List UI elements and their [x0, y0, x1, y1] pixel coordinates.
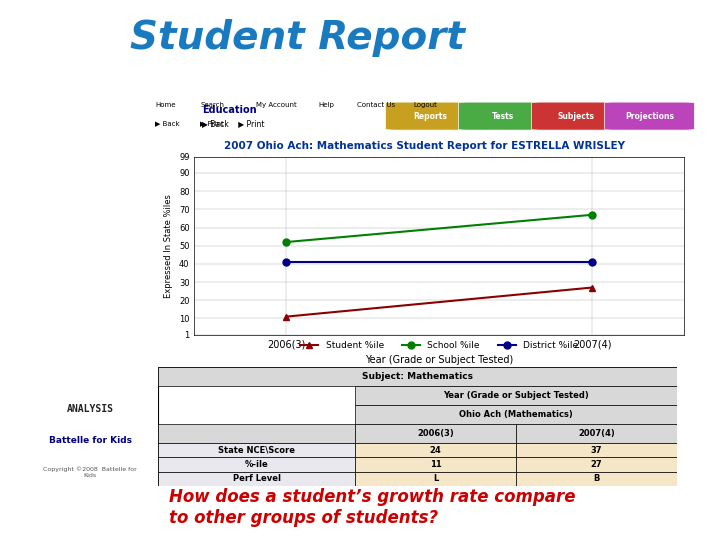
Legend: Student %ile, School %ile, District %ile: Student %ile, School %ile, District %ile: [297, 338, 582, 354]
Text: My Account: My Account: [256, 102, 297, 107]
Line: District %ile: District %ile: [283, 259, 595, 266]
Text: Student Report: Student Report: [130, 19, 464, 57]
Text: 11: 11: [430, 460, 441, 469]
Text: ▶ Print: ▶ Print: [200, 120, 224, 126]
Text: State NCE\Score: State NCE\Score: [218, 446, 295, 455]
Text: Projections: Projections: [625, 112, 674, 120]
Text: 24: 24: [430, 446, 441, 455]
X-axis label: Year (Grade or Subject Tested): Year (Grade or Subject Tested): [365, 355, 513, 365]
FancyBboxPatch shape: [459, 102, 549, 130]
Bar: [158, 367, 677, 386]
District %ile: [588, 259, 597, 265]
Text: Tests: Tests: [492, 112, 515, 120]
Text: Perf Level: Perf Level: [233, 474, 281, 483]
FancyBboxPatch shape: [385, 102, 475, 130]
Text: Help: Help: [318, 102, 334, 107]
Bar: [158, 443, 356, 457]
Text: %-ile: %-ile: [245, 460, 269, 469]
Text: Education: Education: [202, 105, 256, 116]
Line: School %ile: School %ile: [283, 211, 595, 246]
School %ile: [282, 239, 291, 245]
Text: 2006(3): 2006(3): [418, 429, 454, 438]
Bar: [356, 443, 516, 457]
District %ile: [282, 259, 291, 265]
Text: 2007(4): 2007(4): [578, 429, 615, 438]
Text: B: B: [593, 474, 600, 483]
Text: Battelle for Kids: Battelle for Kids: [48, 436, 132, 445]
Text: 27: 27: [590, 460, 602, 469]
Text: Copyright ©2008  Battelle for
Kids: Copyright ©2008 Battelle for Kids: [43, 466, 137, 478]
Bar: [356, 472, 516, 486]
Text: Value-Added: Value-Added: [10, 267, 19, 327]
Text: Home: Home: [156, 102, 176, 107]
Text: ANALYSIS: ANALYSIS: [66, 404, 114, 414]
Bar: [516, 443, 677, 457]
Text: Subjects: Subjects: [558, 112, 595, 120]
Bar: [356, 424, 516, 443]
Bar: [356, 386, 677, 405]
Text: How does a student’s growth rate compare
to other groups of students?: How does a student’s growth rate compare…: [168, 488, 575, 527]
FancyBboxPatch shape: [605, 102, 694, 130]
Text: Contact Us: Contact Us: [357, 102, 395, 107]
Text: Subject: Mathematics: Subject: Mathematics: [362, 372, 473, 381]
Bar: [158, 472, 356, 486]
Bar: [158, 457, 356, 472]
Y-axis label: Expressed In State %iles: Expressed In State %iles: [164, 194, 174, 298]
Bar: [516, 472, 677, 486]
Bar: [516, 457, 677, 472]
Line: Student %ile: Student %ile: [283, 284, 595, 320]
School %ile: [588, 212, 597, 218]
Student %ile: [588, 284, 597, 291]
Text: Search: Search: [200, 102, 224, 107]
Text: ▶ Back: ▶ Back: [156, 120, 180, 126]
Text: ▶ Back    ▶ Print: ▶ Back ▶ Print: [202, 119, 264, 128]
FancyBboxPatch shape: [531, 102, 621, 130]
Student %ile: [282, 313, 291, 320]
Text: Reports: Reports: [413, 112, 447, 120]
Bar: [158, 424, 356, 443]
Text: Ohio Ach (Mathematics): Ohio Ach (Mathematics): [459, 410, 573, 419]
Text: 2007 Ohio Ach: Mathematics Student Report for ESTRELLA WRISLEY: 2007 Ohio Ach: Mathematics Student Repor…: [225, 141, 625, 151]
Text: Logout: Logout: [413, 102, 438, 107]
Bar: [516, 424, 677, 443]
Text: 37: 37: [590, 446, 602, 455]
Text: Year (Grade or Subject Tested): Year (Grade or Subject Tested): [444, 391, 589, 400]
Bar: [356, 457, 516, 472]
Bar: [356, 405, 677, 424]
Text: L: L: [433, 474, 438, 483]
